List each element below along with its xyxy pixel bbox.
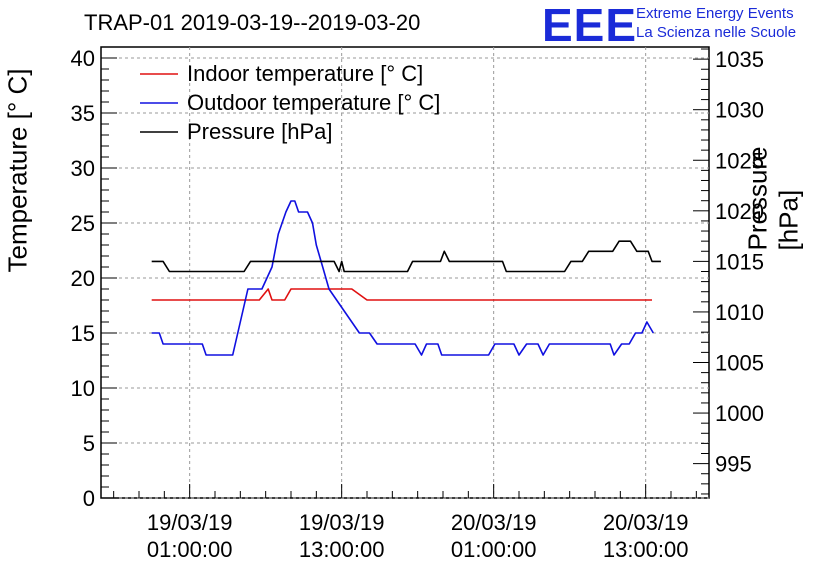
y-tick-label: 35 <box>71 101 95 126</box>
right-axis-tick-labels: 995 1000 1005 1010 1015 1020 1025 1030 1035 <box>715 47 764 476</box>
legend-label-1: Outdoor temperature [° C] <box>187 90 440 115</box>
y-tick-label: 25 <box>71 211 95 236</box>
eee-logo-mark: EEE <box>542 0 638 51</box>
eee-logo-text: Extreme Energy Events La Scienza nelle S… <box>636 4 796 42</box>
legend-label-0: Indoor temperature [° C] <box>187 61 423 86</box>
y-tick-label: 0 <box>83 486 95 511</box>
series-lines <box>151 200 661 356</box>
y2-tick-label: 1025 <box>715 148 764 173</box>
y2-tick-label: 1005 <box>715 350 764 375</box>
axis-ticks <box>101 46 709 499</box>
y2-tick-label: 1010 <box>715 300 764 325</box>
y2-tick-label: 1030 <box>715 98 764 123</box>
left-axis-tick-labels: 0 5 10 15 20 25 30 35 40 <box>71 46 95 511</box>
y-tick-label: 10 <box>71 376 95 401</box>
x-tick-label-date: 19/03/19 <box>299 510 385 535</box>
logo-line-1: Extreme Energy Events <box>636 5 794 22</box>
logo-line-2: La Scienza nelle Scuole <box>636 24 797 41</box>
y-tick-label: 20 <box>71 266 95 291</box>
series-line-1 <box>151 200 654 356</box>
x-tick-label-date: 20/03/19 <box>451 510 537 535</box>
legend-label-2: Pressure [hPa] <box>187 119 333 144</box>
x-tick-label-time: 01:00:00 <box>451 537 537 562</box>
y-grid <box>101 57 709 499</box>
plot-frame <box>100 46 710 499</box>
x-tick-label-date: 19/03/19 <box>147 510 233 535</box>
chart-title: TRAP-01 2019-03-19--2019-03-20 <box>84 10 421 35</box>
y2-tick-label: 995 <box>715 452 752 477</box>
y2-tick-label: 1015 <box>715 249 764 274</box>
x-axis-tick-labels: 19/03/1901:00:0019/03/1913:00:0020/03/19… <box>147 510 689 562</box>
y2-tick-label: 1020 <box>715 199 764 224</box>
y-tick-label: 15 <box>71 321 95 346</box>
legend: Indoor temperature [° C] Outdoor temperat… <box>140 61 440 144</box>
x-tick-label-time: 13:00:00 <box>603 537 689 562</box>
right-axis-label: Pressure [hPa] <box>742 145 804 250</box>
x-tick-label-date: 20/03/19 <box>603 510 689 535</box>
x-tick-label-time: 13:00:00 <box>299 537 385 562</box>
y-tick-label: 40 <box>71 46 95 71</box>
y2-tick-label: 1035 <box>715 47 764 72</box>
left-axis-label: Temperature [° C] <box>2 67 33 273</box>
y2-tick-label: 1000 <box>715 401 764 426</box>
y-tick-label: 5 <box>83 431 95 456</box>
x-tick-label-time: 01:00:00 <box>147 537 233 562</box>
y-tick-label: 30 <box>71 156 95 181</box>
series-line-0 <box>151 288 652 301</box>
series-line-2 <box>151 240 661 273</box>
